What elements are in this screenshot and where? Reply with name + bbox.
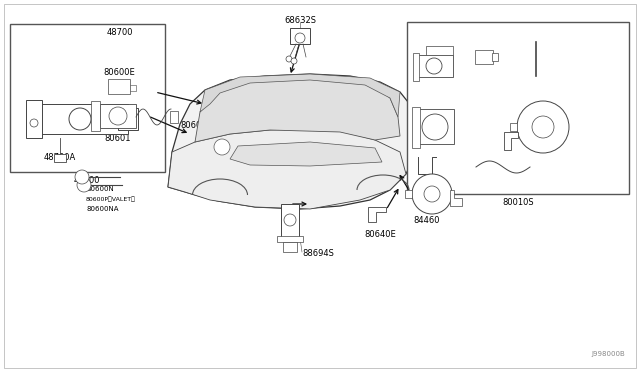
Text: 80600N: 80600N [86,186,114,192]
Text: 48700A: 48700A [44,153,76,161]
Polygon shape [130,85,136,91]
Text: 80600P゠VALET゠: 80600P゠VALET゠ [86,196,136,202]
Bar [170,111,178,123]
Circle shape [286,56,292,62]
Bar [100,104,136,128]
Circle shape [69,108,91,130]
Bar [492,53,498,61]
Polygon shape [195,76,400,142]
Text: J998000B: J998000B [591,351,625,357]
Text: 88694S: 88694S [302,250,334,259]
Text: 84665M: 84665M [520,131,554,141]
Circle shape [109,107,127,125]
Polygon shape [168,129,406,209]
Polygon shape [504,132,518,150]
Text: 84460: 84460 [413,215,440,224]
Polygon shape [412,107,420,148]
Circle shape [422,114,448,140]
Bar [277,236,303,242]
Circle shape [214,139,230,155]
Circle shape [295,33,305,43]
Circle shape [77,178,91,192]
Bar [407,22,629,194]
Text: 80602M: 80602M [180,121,214,129]
Circle shape [532,116,554,138]
Circle shape [426,58,442,74]
Text: 48700: 48700 [74,176,100,185]
Polygon shape [168,74,418,209]
Polygon shape [118,108,138,130]
Text: 80640E: 80640E [364,230,396,238]
Polygon shape [413,53,419,81]
Polygon shape [368,207,386,222]
Text: 80600E: 80600E [103,67,135,77]
Bar [416,109,454,144]
Bar [290,28,310,44]
Polygon shape [200,74,400,117]
Bar [475,50,493,64]
Circle shape [412,174,452,214]
Polygon shape [426,46,453,55]
Bar [108,79,130,94]
Polygon shape [450,190,462,206]
Bar [38,104,128,134]
Circle shape [291,58,297,64]
Text: 80601: 80601 [105,134,131,142]
Polygon shape [281,204,299,238]
Bar [10,24,165,172]
Circle shape [75,170,89,184]
Polygon shape [510,123,517,131]
Text: 48700: 48700 [107,28,133,36]
Polygon shape [283,242,297,252]
Polygon shape [230,142,382,166]
Circle shape [517,101,569,153]
Polygon shape [91,101,100,131]
Circle shape [424,186,440,202]
Text: 80010S: 80010S [502,198,534,206]
Text: 80600NA: 80600NA [86,206,118,212]
Circle shape [30,119,38,127]
Polygon shape [405,190,412,198]
Polygon shape [26,100,42,138]
Bar [415,55,453,77]
Circle shape [284,214,296,226]
Bar [54,154,66,162]
Text: 68632S: 68632S [284,16,316,25]
